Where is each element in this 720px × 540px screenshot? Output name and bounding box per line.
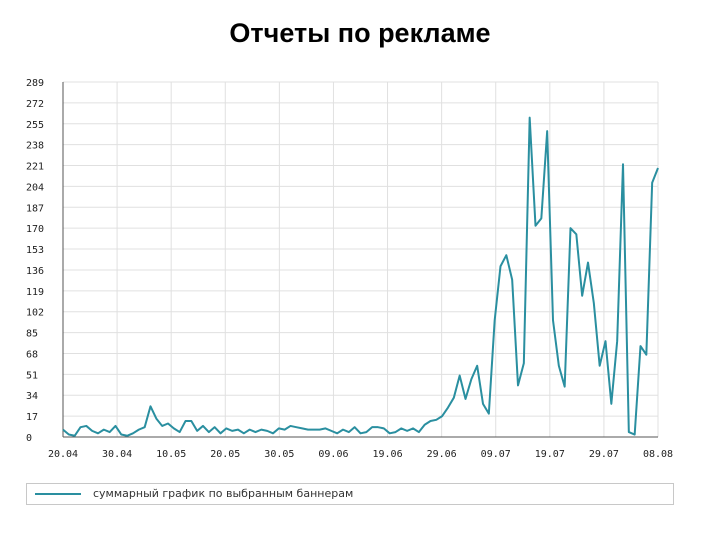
y-tick-label: 17 xyxy=(26,412,38,423)
y-tick-label: 204 xyxy=(26,182,44,193)
chart-axes xyxy=(62,82,658,438)
x-tick-label: 30.04 xyxy=(102,449,132,460)
x-tick-label: 30.05 xyxy=(264,449,294,460)
legend: суммарный график по выбранным баннерам xyxy=(26,483,674,505)
y-tick-label: 272 xyxy=(26,99,44,110)
legend-label: суммарный график по выбранным баннерам xyxy=(93,487,354,500)
y-tick-label: 136 xyxy=(26,266,44,277)
line-chart: 2892722552382212041871701531361191028568… xyxy=(26,78,673,460)
y-tick-label: 289 xyxy=(26,78,44,89)
y-tick-label: 102 xyxy=(26,308,44,319)
y-tick-labels: 2892722552382212041871701531361191028568… xyxy=(26,78,44,444)
x-tick-label: 20.04 xyxy=(48,449,78,460)
x-tick-labels: 20.04 30.04 10.05 20.05 30.05 09.06 19.06 29.06… xyxy=(48,449,673,460)
x-tick-label: 19.07 xyxy=(535,449,565,460)
y-tick-label: 68 xyxy=(26,349,38,360)
y-tick-label: 51 xyxy=(26,370,38,381)
y-tick-label: 255 xyxy=(26,120,44,131)
y-tick-label: 153 xyxy=(26,245,44,256)
y-tick-label: 119 xyxy=(26,287,44,298)
y-tick-label: 34 xyxy=(26,391,38,402)
y-tick-label: 221 xyxy=(26,162,44,173)
y-tick-label: 238 xyxy=(26,141,44,152)
legend-swatch xyxy=(35,493,81,495)
series-line xyxy=(62,116,659,437)
page-title: Отчеты по рекламе xyxy=(229,18,491,48)
x-tick-label: 29.06 xyxy=(427,449,457,460)
x-tick-label: 29.07 xyxy=(589,449,619,460)
chart-grid xyxy=(63,81,659,437)
y-tick-label: 0 xyxy=(26,433,32,444)
y-tick-label: 85 xyxy=(26,329,38,340)
x-tick-label: 09.06 xyxy=(318,449,348,460)
x-tick-label: 19.06 xyxy=(372,449,402,460)
x-tick-label: 09.07 xyxy=(481,449,511,460)
x-tick-label: 10.05 xyxy=(156,449,186,460)
x-tick-label: 20.05 xyxy=(210,449,240,460)
series-layer xyxy=(62,116,659,437)
y-tick-label: 187 xyxy=(26,203,44,214)
y-tick-label: 170 xyxy=(26,224,44,235)
x-tick-label: 08.08 xyxy=(643,449,673,460)
